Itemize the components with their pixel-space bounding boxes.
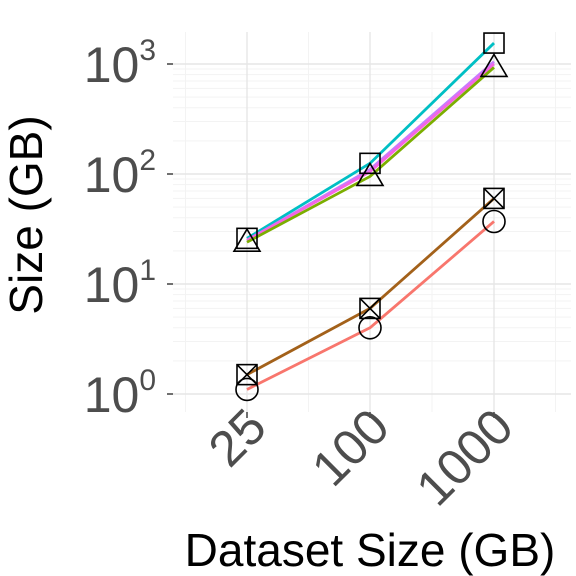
square-x-cross bbox=[359, 297, 381, 319]
x-tick-label: 1000 bbox=[406, 398, 524, 516]
y-tick-base: 10 bbox=[84, 37, 140, 93]
series-line bbox=[246, 62, 495, 242]
series-layer bbox=[232, 32, 509, 402]
y-tick-label: 101 bbox=[84, 254, 156, 313]
y-tick-label: 103 bbox=[84, 34, 156, 93]
y-tick-base: 10 bbox=[84, 257, 140, 313]
series-3 bbox=[246, 62, 495, 242]
y-tick-base: 10 bbox=[84, 367, 140, 423]
panel-background bbox=[173, 32, 571, 412]
square-x-box bbox=[483, 187, 505, 210]
y-tick-exponent: 1 bbox=[139, 254, 156, 287]
x-tick-label: 100 bbox=[301, 398, 400, 497]
y-tick-exponent: 3 bbox=[139, 34, 156, 67]
square-x-marker bbox=[359, 297, 381, 320]
square-x-cross bbox=[483, 187, 505, 209]
square-x-box bbox=[236, 363, 258, 386]
circle-marker bbox=[482, 209, 506, 234]
y-axis-title: Size (GB) bbox=[0, 115, 52, 314]
y-tick-label: 100 bbox=[84, 364, 156, 423]
square-marker bbox=[359, 152, 381, 175]
square-x-marker bbox=[483, 187, 505, 210]
series-6 bbox=[246, 220, 495, 391]
triangle-marker bbox=[232, 227, 262, 252]
square-x-box bbox=[359, 297, 381, 320]
series-line bbox=[246, 66, 495, 244]
y-tick-exponent: 0 bbox=[139, 364, 156, 397]
x-axis-ticks: 25 100 1000 bbox=[198, 398, 524, 516]
series-line bbox=[246, 220, 495, 391]
y-tick-exponent: 2 bbox=[139, 144, 156, 177]
triangle-marker bbox=[479, 52, 509, 78]
circle-marker bbox=[235, 377, 259, 402]
y-tick-base: 10 bbox=[84, 147, 140, 203]
triangle-marker bbox=[355, 161, 385, 187]
series-4 bbox=[246, 66, 495, 244]
plot-panel bbox=[173, 32, 571, 412]
circle-marker bbox=[358, 315, 382, 340]
x-axis-title: Dataset Size (GB) bbox=[185, 524, 556, 576]
y-tick-label: 102 bbox=[84, 144, 156, 203]
